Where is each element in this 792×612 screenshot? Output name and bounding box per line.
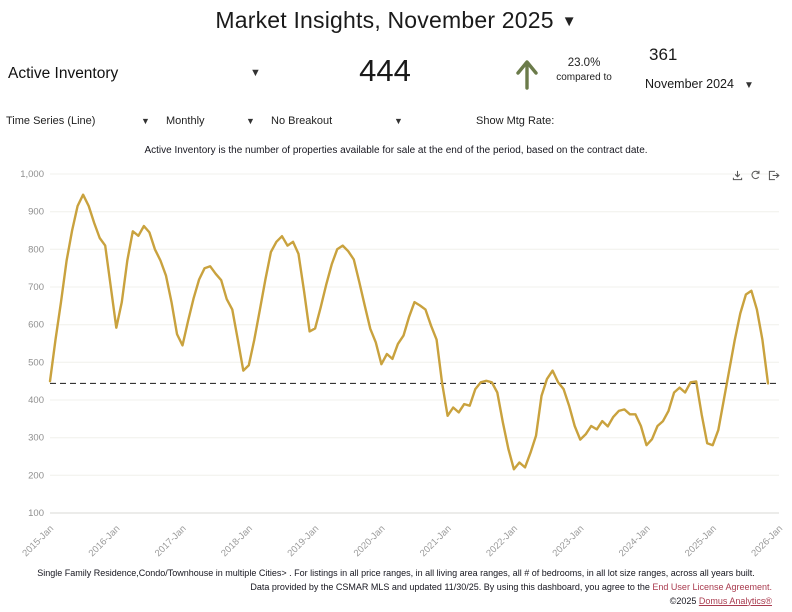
metric-selector-label[interactable]: Active Inventory [8,65,119,82]
metric-chevron-down-icon[interactable]: ▼ [250,67,261,79]
copyright-text: ©2025 [669,595,699,606]
chart-controls: Time Series (Line) ▼ Monthly ▼ No Breako… [0,111,792,135]
svg-text:400: 400 [28,395,44,406]
refresh-icon[interactable] [750,170,761,181]
credit-text: Data provided by the CSMAR MLS and updat… [250,582,653,592]
svg-text:2024-Jan: 2024-Jan [617,523,653,559]
svg-text:900: 900 [28,207,44,218]
svg-text:300: 300 [28,433,44,444]
download-icon[interactable] [732,170,743,181]
svg-text:1,000: 1,000 [20,169,44,180]
svg-text:2026-Jan: 2026-Jan [749,523,785,559]
frequency-chevron-down-icon[interactable]: ▼ [246,116,255,126]
svg-text:700: 700 [28,282,44,293]
comparison-period-selector[interactable]: November 2024 ▼ [645,77,754,91]
svg-text:2015-Jan: 2015-Jan [20,523,56,559]
chart-toolbar [732,170,780,181]
metric-row: Active Inventory ▼ 444 23.0% compared to… [0,45,792,107]
svg-text:2023-Jan: 2023-Jan [551,523,587,559]
change-block: 23.0% compared to [546,57,622,83]
title-chevron-down-icon[interactable]: ▼ [561,13,577,30]
metric-current-value: 444 [359,53,411,88]
series-type-dropdown[interactable]: Time Series (Line) [6,115,96,127]
eula-link[interactable]: End User License Agreement. [652,582,772,592]
svg-text:2019-Jan: 2019-Jan [285,523,321,559]
compared-to-label: compared to [556,72,612,83]
comparison-value: 361 [649,45,678,64]
title-bar: Market Insights, November 2025 ▼ [0,0,792,45]
svg-text:600: 600 [28,320,44,331]
up-arrow-icon [516,60,538,90]
filter-summary: Single Family Residence,Condo/Townhouse … [37,568,755,578]
svg-text:2021-Jan: 2021-Jan [418,523,454,559]
show-mtg-rate-label[interactable]: Show Mtg Rate: [476,115,555,127]
export-icon[interactable] [768,170,780,181]
svg-text:2018-Jan: 2018-Jan [219,523,255,559]
metric-description: Active Inventory is the number of proper… [144,145,648,156]
svg-text:2020-Jan: 2020-Jan [352,523,388,559]
comparison-period-label: November 2024 [645,77,734,91]
chart-area: 100 200 300 400 500 600 700 800 900 1,000 2015-Jan… [0,161,792,566]
brand-link[interactable]: Domus Analytics® [698,595,772,606]
page-title: Market Insights, November 2025 [215,7,554,33]
svg-text:100: 100 [28,508,44,519]
change-percent: 23.0% [567,57,601,69]
frequency-dropdown[interactable]: Monthly [166,115,205,127]
svg-text:2025-Jan: 2025-Jan [683,523,719,559]
svg-text:200: 200 [28,470,44,481]
svg-text:2016-Jan: 2016-Jan [87,523,123,559]
svg-text:800: 800 [28,244,44,255]
inventory-line-chart[interactable]: 100 200 300 400 500 600 700 800 900 1,000 2015-Jan… [0,161,792,561]
svg-text:500: 500 [28,357,44,368]
svg-text:2022-Jan: 2022-Jan [484,523,520,559]
breakout-dropdown[interactable]: No Breakout [271,115,333,127]
series-type-chevron-down-icon[interactable]: ▼ [141,116,150,126]
data-credit: Data provided by the CSMAR MLS and updat… [232,581,772,608]
period-chevron-down-icon: ▼ [743,80,754,91]
svg-text:2017-Jan: 2017-Jan [153,523,189,559]
breakout-chevron-down-icon[interactable]: ▼ [394,116,403,126]
